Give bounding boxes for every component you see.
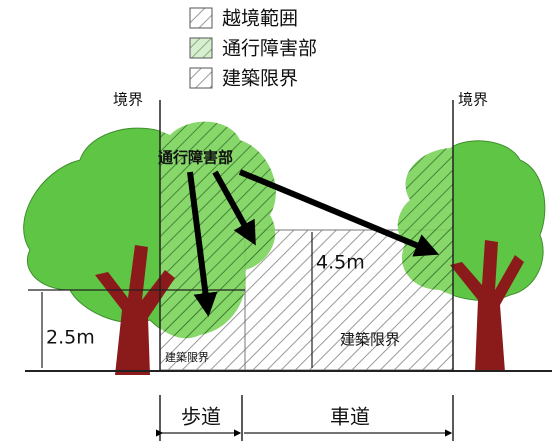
arrow [212, 170, 256, 246]
road-label: 歩道 [181, 405, 221, 429]
legend: 越境範囲 通行障害部 建築限界 [189, 7, 317, 90]
dimension-label: 2.5m [46, 327, 95, 349]
boundary-label: 境界 [458, 91, 488, 109]
arrow [238, 169, 440, 257]
boundary-label: 境界 [113, 91, 143, 109]
tree-trunk [450, 240, 524, 372]
clearance-label: 建築限界 [340, 331, 400, 349]
arrow [187, 171, 218, 317]
legend-swatch [189, 67, 213, 89]
annotation: 通行障害部 [158, 149, 233, 167]
legend-label: 通行障害部 [222, 38, 317, 60]
road-label: 車道 [330, 405, 370, 429]
legend-label: 建築限界 [222, 68, 298, 90]
legend-swatch [189, 37, 213, 59]
dimension-label: 4.5m [316, 252, 365, 274]
legend-label: 越境範囲 [222, 8, 298, 30]
clearance-label: 建築限界 [165, 350, 209, 364]
legend-swatch [189, 7, 213, 29]
tree-trunk [95, 245, 175, 375]
